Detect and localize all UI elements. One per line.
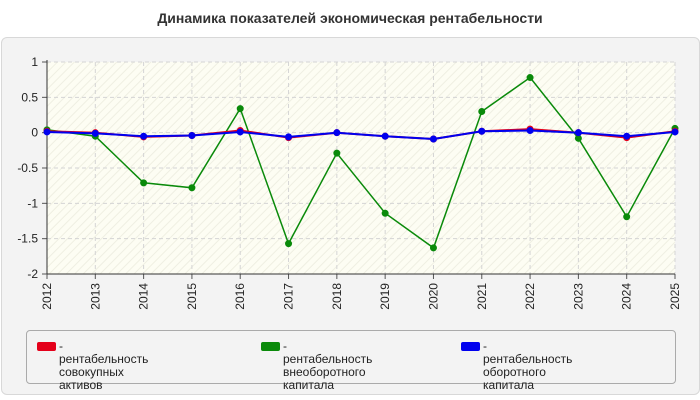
x-tick-label: 2021 — [475, 283, 489, 310]
x-tick-label: 2013 — [88, 283, 102, 310]
legend-swatch-total-assets — [37, 342, 56, 351]
plot-area — [47, 62, 675, 274]
series-fixed-capital-point — [623, 213, 631, 221]
series-working-capital-point — [236, 128, 244, 136]
chart-title: Динамика показателей экономическая рента… — [157, 10, 543, 26]
series-fixed-capital-point — [236, 105, 244, 113]
x-tick-label: 2024 — [620, 283, 634, 310]
series-working-capital-point — [574, 129, 582, 137]
series-fixed-capital-line — [46, 76, 676, 250]
series-working-capital-point — [526, 127, 534, 135]
x-tick-label: 2023 — [571, 283, 585, 310]
x-tick-label: 2012 — [40, 283, 54, 310]
series-working-capital-point — [140, 132, 148, 140]
x-tick-label: 2014 — [137, 283, 151, 310]
series-fixed-capital-point — [478, 107, 486, 115]
series-working-capital-point — [91, 129, 99, 137]
legend-swatch-working-capital — [461, 342, 480, 351]
legend-label-fixed-capital: - рентабельность внеоборотного капитала — [283, 339, 373, 392]
legend-label-working-capital: - рентабельность оборотного капитала — [483, 339, 573, 392]
series-working-capital-point — [381, 132, 389, 140]
legend-label-total-assets: - рентабельность совокупных активов — [59, 339, 149, 392]
series-fixed-capital-point — [574, 134, 582, 142]
y-tick-label: -1 — [27, 196, 38, 210]
legend-swatch-fixed-capital — [261, 342, 280, 351]
series-fixed-capital-point — [526, 74, 534, 82]
y-tick-label: -0.5 — [17, 161, 38, 175]
series-fixed-capital-point — [188, 184, 196, 192]
series-fixed-capital-point — [333, 149, 341, 157]
series-working-capital-point — [43, 128, 51, 136]
chart-legend: - рентабельность совокупных активов - ре… — [26, 330, 676, 392]
series-working-capital-point — [478, 127, 486, 135]
x-tick-label: 2015 — [185, 283, 199, 310]
series-fixed-capital-point — [140, 179, 148, 187]
x-tick-label: 2018 — [330, 283, 344, 310]
series-working-capital-point — [623, 132, 631, 140]
x-tick-label: 2022 — [523, 283, 537, 310]
x-tick-label: 2025 — [668, 283, 682, 310]
y-tick-label: -2 — [27, 267, 38, 281]
series-fixed-capital-point — [429, 244, 437, 252]
y-tick-label: 0.5 — [21, 90, 38, 104]
series-working-capital-point — [671, 128, 679, 136]
series-working-capital-point — [333, 129, 341, 137]
y-tick-label: 1 — [31, 55, 38, 69]
series-working-capital-line — [46, 129, 676, 141]
x-tick-label: 2019 — [378, 283, 392, 310]
series-working-capital-point — [188, 131, 196, 139]
y-tick-label: 0 — [31, 126, 38, 140]
x-tick-label: 2017 — [282, 283, 296, 310]
series-fixed-capital-point — [381, 209, 389, 217]
series-working-capital-point — [429, 135, 437, 143]
series-fixed-capital-point — [285, 240, 293, 248]
x-tick-label: 2020 — [426, 283, 440, 310]
y-tick-label: -1.5 — [17, 232, 38, 246]
series-working-capital-point — [285, 133, 293, 141]
x-tick-label: 2016 — [233, 283, 247, 310]
